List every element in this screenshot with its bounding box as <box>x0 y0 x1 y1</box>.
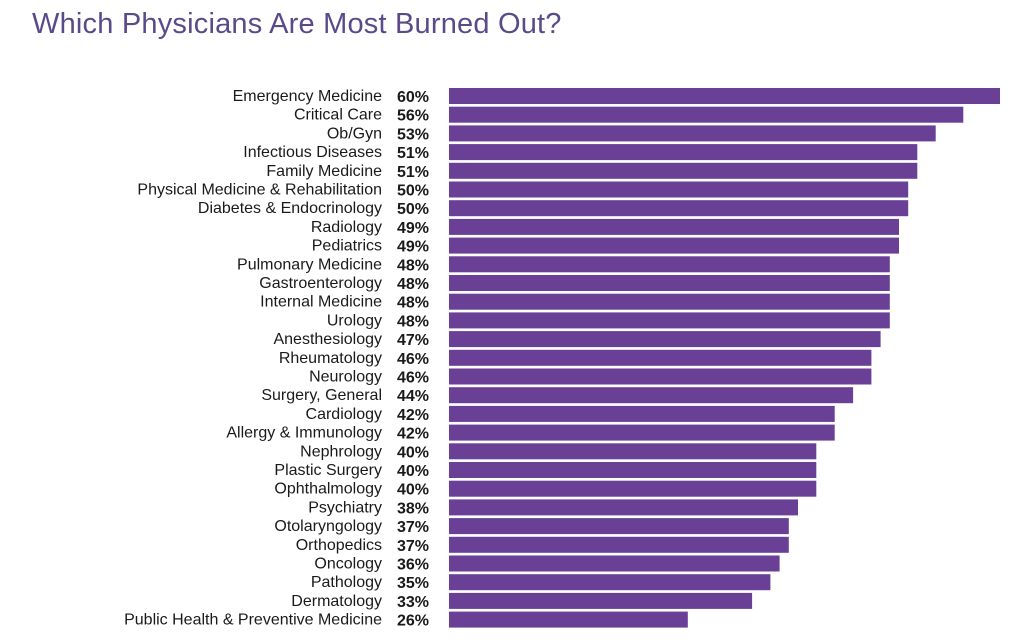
category-label: Urology <box>327 312 382 329</box>
category-label: Nephrology <box>300 443 382 460</box>
category-label: Allergy & Immunology <box>226 425 382 442</box>
bar <box>449 574 771 591</box>
value-labels-group: 60%56%53%51%51%50%50%49%49%48%48%48%48%4… <box>397 89 429 630</box>
bar <box>449 200 909 217</box>
value-label: 40% <box>397 444 429 461</box>
category-label: Cardiology <box>306 406 382 423</box>
chart-title: Which Physicians Are Most Burned Out? <box>32 8 562 40</box>
bar <box>449 218 899 235</box>
bars-group <box>449 88 1000 628</box>
bar <box>449 125 936 142</box>
category-label: Pediatrics <box>312 238 382 255</box>
category-label: Critical Care <box>294 107 382 124</box>
category-label: Neurology <box>309 369 382 386</box>
value-label: 37% <box>397 538 429 555</box>
bar <box>449 462 817 478</box>
value-label: 33% <box>397 594 429 611</box>
category-label: Ob/Gyn <box>327 125 382 142</box>
category-label: Internal Medicine <box>260 294 382 311</box>
value-label: 26% <box>397 613 429 630</box>
value-label: 49% <box>397 239 429 256</box>
value-label: 48% <box>397 257 429 274</box>
category-label: Emergency Medicine <box>233 88 383 105</box>
category-label: Radiology <box>311 219 382 236</box>
value-label: 38% <box>397 500 429 517</box>
bar <box>449 387 854 404</box>
bar <box>449 368 872 385</box>
bar <box>449 518 789 535</box>
value-label: 42% <box>397 426 429 443</box>
category-label: Physical Medicine & Rehabilitation <box>137 182 382 199</box>
bar <box>449 106 964 123</box>
bar <box>449 405 835 422</box>
bar <box>449 293 890 310</box>
category-label: Surgery, General <box>261 387 382 404</box>
bar <box>449 536 789 553</box>
value-label: 50% <box>397 201 429 218</box>
value-label: 36% <box>397 557 429 574</box>
category-label: Ophthalmology <box>274 481 382 498</box>
value-label: 40% <box>397 463 429 480</box>
value-label: 51% <box>397 164 429 181</box>
value-label: 60% <box>397 89 429 106</box>
bar <box>449 592 753 609</box>
category-label: Public Health & Preventive Medicine <box>124 612 382 629</box>
category-label: Gastroenterology <box>259 275 382 292</box>
value-label: 51% <box>397 145 429 162</box>
value-label: 50% <box>397 183 429 200</box>
category-label: Orthopedics <box>296 537 382 554</box>
bar <box>449 275 890 291</box>
bar <box>449 312 890 329</box>
bar <box>449 443 817 460</box>
category-label: Otolaryngology <box>274 518 382 535</box>
value-label: 56% <box>397 108 429 125</box>
category-label: Oncology <box>314 556 382 573</box>
category-label: Family Medicine <box>266 163 382 180</box>
category-label: Diabetes & Endocrinology <box>198 200 382 217</box>
bar <box>449 181 909 198</box>
value-label: 46% <box>397 351 429 368</box>
value-label: 44% <box>397 388 429 405</box>
category-label: Dermatology <box>291 593 382 610</box>
bar <box>449 349 872 366</box>
bar <box>449 424 835 441</box>
category-label: Pulmonary Medicine <box>237 256 382 273</box>
value-label: 49% <box>397 220 429 237</box>
category-label: Plastic Surgery <box>274 462 382 479</box>
bar <box>449 237 899 254</box>
bar <box>449 144 918 161</box>
value-label: 37% <box>397 519 429 536</box>
value-label: 48% <box>397 276 429 293</box>
category-label: Infectious Diseases <box>243 144 382 161</box>
value-label: 46% <box>397 370 429 387</box>
category-label: Rheumatology <box>279 350 382 367</box>
category-label: Pathology <box>311 574 382 591</box>
bar <box>449 555 780 572</box>
value-label: 40% <box>397 482 429 499</box>
value-label: 42% <box>397 407 429 424</box>
value-label: 35% <box>397 575 429 592</box>
value-label: 48% <box>397 313 429 330</box>
bar <box>449 162 918 179</box>
bar <box>449 480 817 497</box>
category-label: Psychiatry <box>308 499 382 516</box>
bar <box>449 611 688 628</box>
value-label: 48% <box>397 295 429 312</box>
bar <box>449 331 881 348</box>
category-label: Anesthesiology <box>273 331 382 348</box>
value-label: 47% <box>397 332 429 349</box>
bar <box>449 256 890 273</box>
bar <box>449 499 798 516</box>
value-label: 53% <box>397 126 429 143</box>
bar <box>449 88 1000 104</box>
